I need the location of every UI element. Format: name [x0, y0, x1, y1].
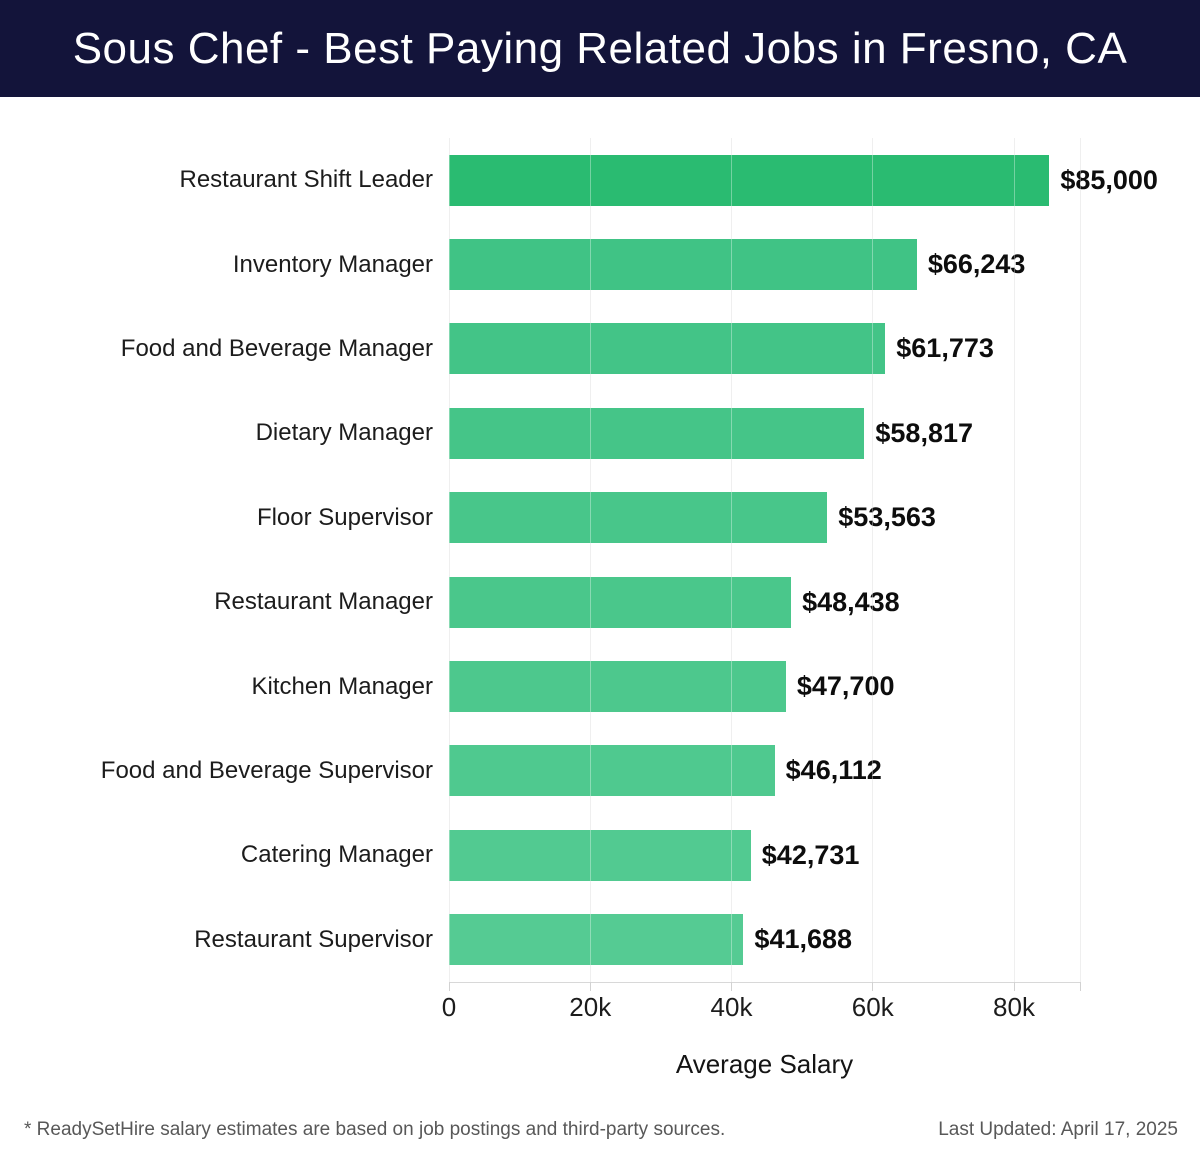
value-label: $66,243 [927, 249, 1026, 280]
value-label: $85,000 [1060, 164, 1158, 195]
category-axis: Restaurant Shift Leader Inventory Manage… [0, 138, 433, 982]
header-bar: Sous Chef - Best Paying Related Jobs in … [0, 0, 1200, 97]
category-label: Inventory Manager [232, 250, 433, 278]
bar-row: $53,563 [449, 476, 1080, 560]
plot-area: $85,000 $66,243 $61,773 $58,817 $53,563 … [448, 138, 1158, 991]
tick-label: 60k [851, 992, 894, 1022]
x-axis-title: Average Salary [675, 1049, 854, 1079]
bar-row: $46,112 [449, 729, 1080, 813]
last-updated: Last Updated: April 17, 2025 [938, 1119, 1178, 1140]
tick-mark [731, 982, 732, 991]
category-label: Dietary Manager [255, 419, 433, 447]
bar-row: $42,731 [449, 813, 1080, 897]
tick-mark [1013, 982, 1015, 991]
bars-container: $85,000 $66,243 $61,773 $58,817 $53,563 … [449, 138, 1158, 982]
value-label: $58,817 [875, 417, 973, 448]
category-label: Catering Manager [240, 841, 433, 869]
bar-floor-supervisor [449, 492, 828, 544]
tick-label: 40k [710, 992, 753, 1022]
bar-row: $41,688 [449, 898, 1080, 982]
bar-restaurant-supervisor [449, 914, 744, 966]
tick-mark [872, 982, 874, 991]
category-label: Floor Supervisor [256, 503, 433, 531]
bar-inventory-manager [449, 239, 917, 291]
tick-label: 80k [993, 992, 1035, 1022]
bar-row: $61,773 [449, 307, 1080, 391]
value-label: $48,438 [802, 586, 900, 617]
category-row: Dietary Manager [0, 391, 433, 475]
bar-row: $58,817 [449, 391, 1080, 475]
bar-row: $66,243 [449, 222, 1080, 306]
category-row: Restaurant Shift Leader [0, 138, 434, 222]
gridline [872, 138, 874, 982]
bar-catering-manager [449, 829, 751, 881]
tick-mark [1079, 982, 1081, 991]
footnote: * ReadySetHire salary estimates are base… [24, 1119, 726, 1140]
category-row: Catering Manager [0, 813, 433, 897]
bar-food-and-beverage-manager [449, 323, 886, 375]
category-row: Food and Beverage Manager [0, 307, 433, 391]
category-label: Kitchen Manager [251, 672, 433, 700]
category-row: Restaurant Supervisor [0, 898, 433, 982]
bar-kitchen-manager [449, 661, 786, 713]
category-row: Inventory Manager [0, 222, 433, 306]
tick-mark [589, 982, 591, 991]
value-label: $46,112 [785, 755, 882, 786]
value-label: $61,773 [896, 333, 994, 364]
category-row: Food and Beverage Supervisor [0, 729, 433, 813]
category-label: Restaurant Shift Leader [179, 166, 434, 194]
bar-dietary-manager [449, 407, 865, 459]
category-label: Restaurant Supervisor [194, 925, 433, 953]
category-row: Kitchen Manager [0, 644, 433, 728]
value-label: $47,700 [796, 671, 895, 702]
tick-label: 0 [441, 992, 457, 1022]
bar-row: $48,438 [449, 560, 1080, 644]
bar-row: $85,000 [449, 138, 1158, 222]
bar-restaurant-manager [449, 576, 792, 628]
bar-food-and-beverage-supervisor [449, 745, 775, 797]
bar-restaurant-shift-leader [449, 154, 1050, 206]
category-label: Food and Beverage Manager [120, 334, 433, 362]
category-label: Food and Beverage Supervisor [100, 756, 433, 784]
category-row: Floor Supervisor [0, 476, 433, 560]
category-label: Restaurant Manager [214, 588, 433, 616]
gridline [731, 138, 732, 982]
category-row: Restaurant Manager [0, 560, 433, 644]
gridline [448, 138, 450, 982]
gridline [589, 138, 591, 982]
value-label: $41,688 [754, 924, 853, 955]
value-label: $42,731 [761, 839, 860, 870]
gridline [1013, 138, 1015, 982]
tick-label: 20k [569, 992, 612, 1022]
x-axis-tick-labels: 0 20k 40k 60k 80k [442, 992, 1080, 1024]
bar-row: $47,700 [449, 644, 1080, 728]
tick-mark [448, 982, 450, 991]
value-label: $53,563 [838, 502, 936, 533]
page-title: Sous Chef - Best Paying Related Jobs in … [72, 23, 1128, 73]
gridline [1079, 138, 1081, 982]
